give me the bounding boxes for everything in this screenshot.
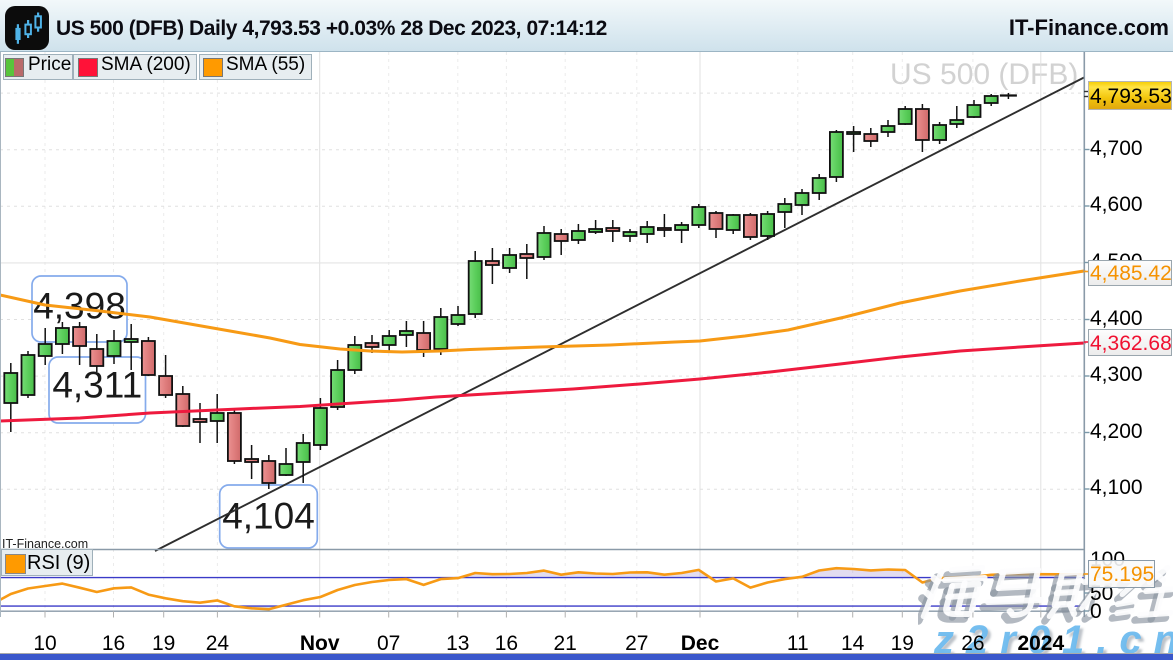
svg-text:US 500 (DFB): US 500 (DFB) — [890, 58, 1078, 91]
svg-text:4,104: 4,104 — [222, 496, 315, 537]
